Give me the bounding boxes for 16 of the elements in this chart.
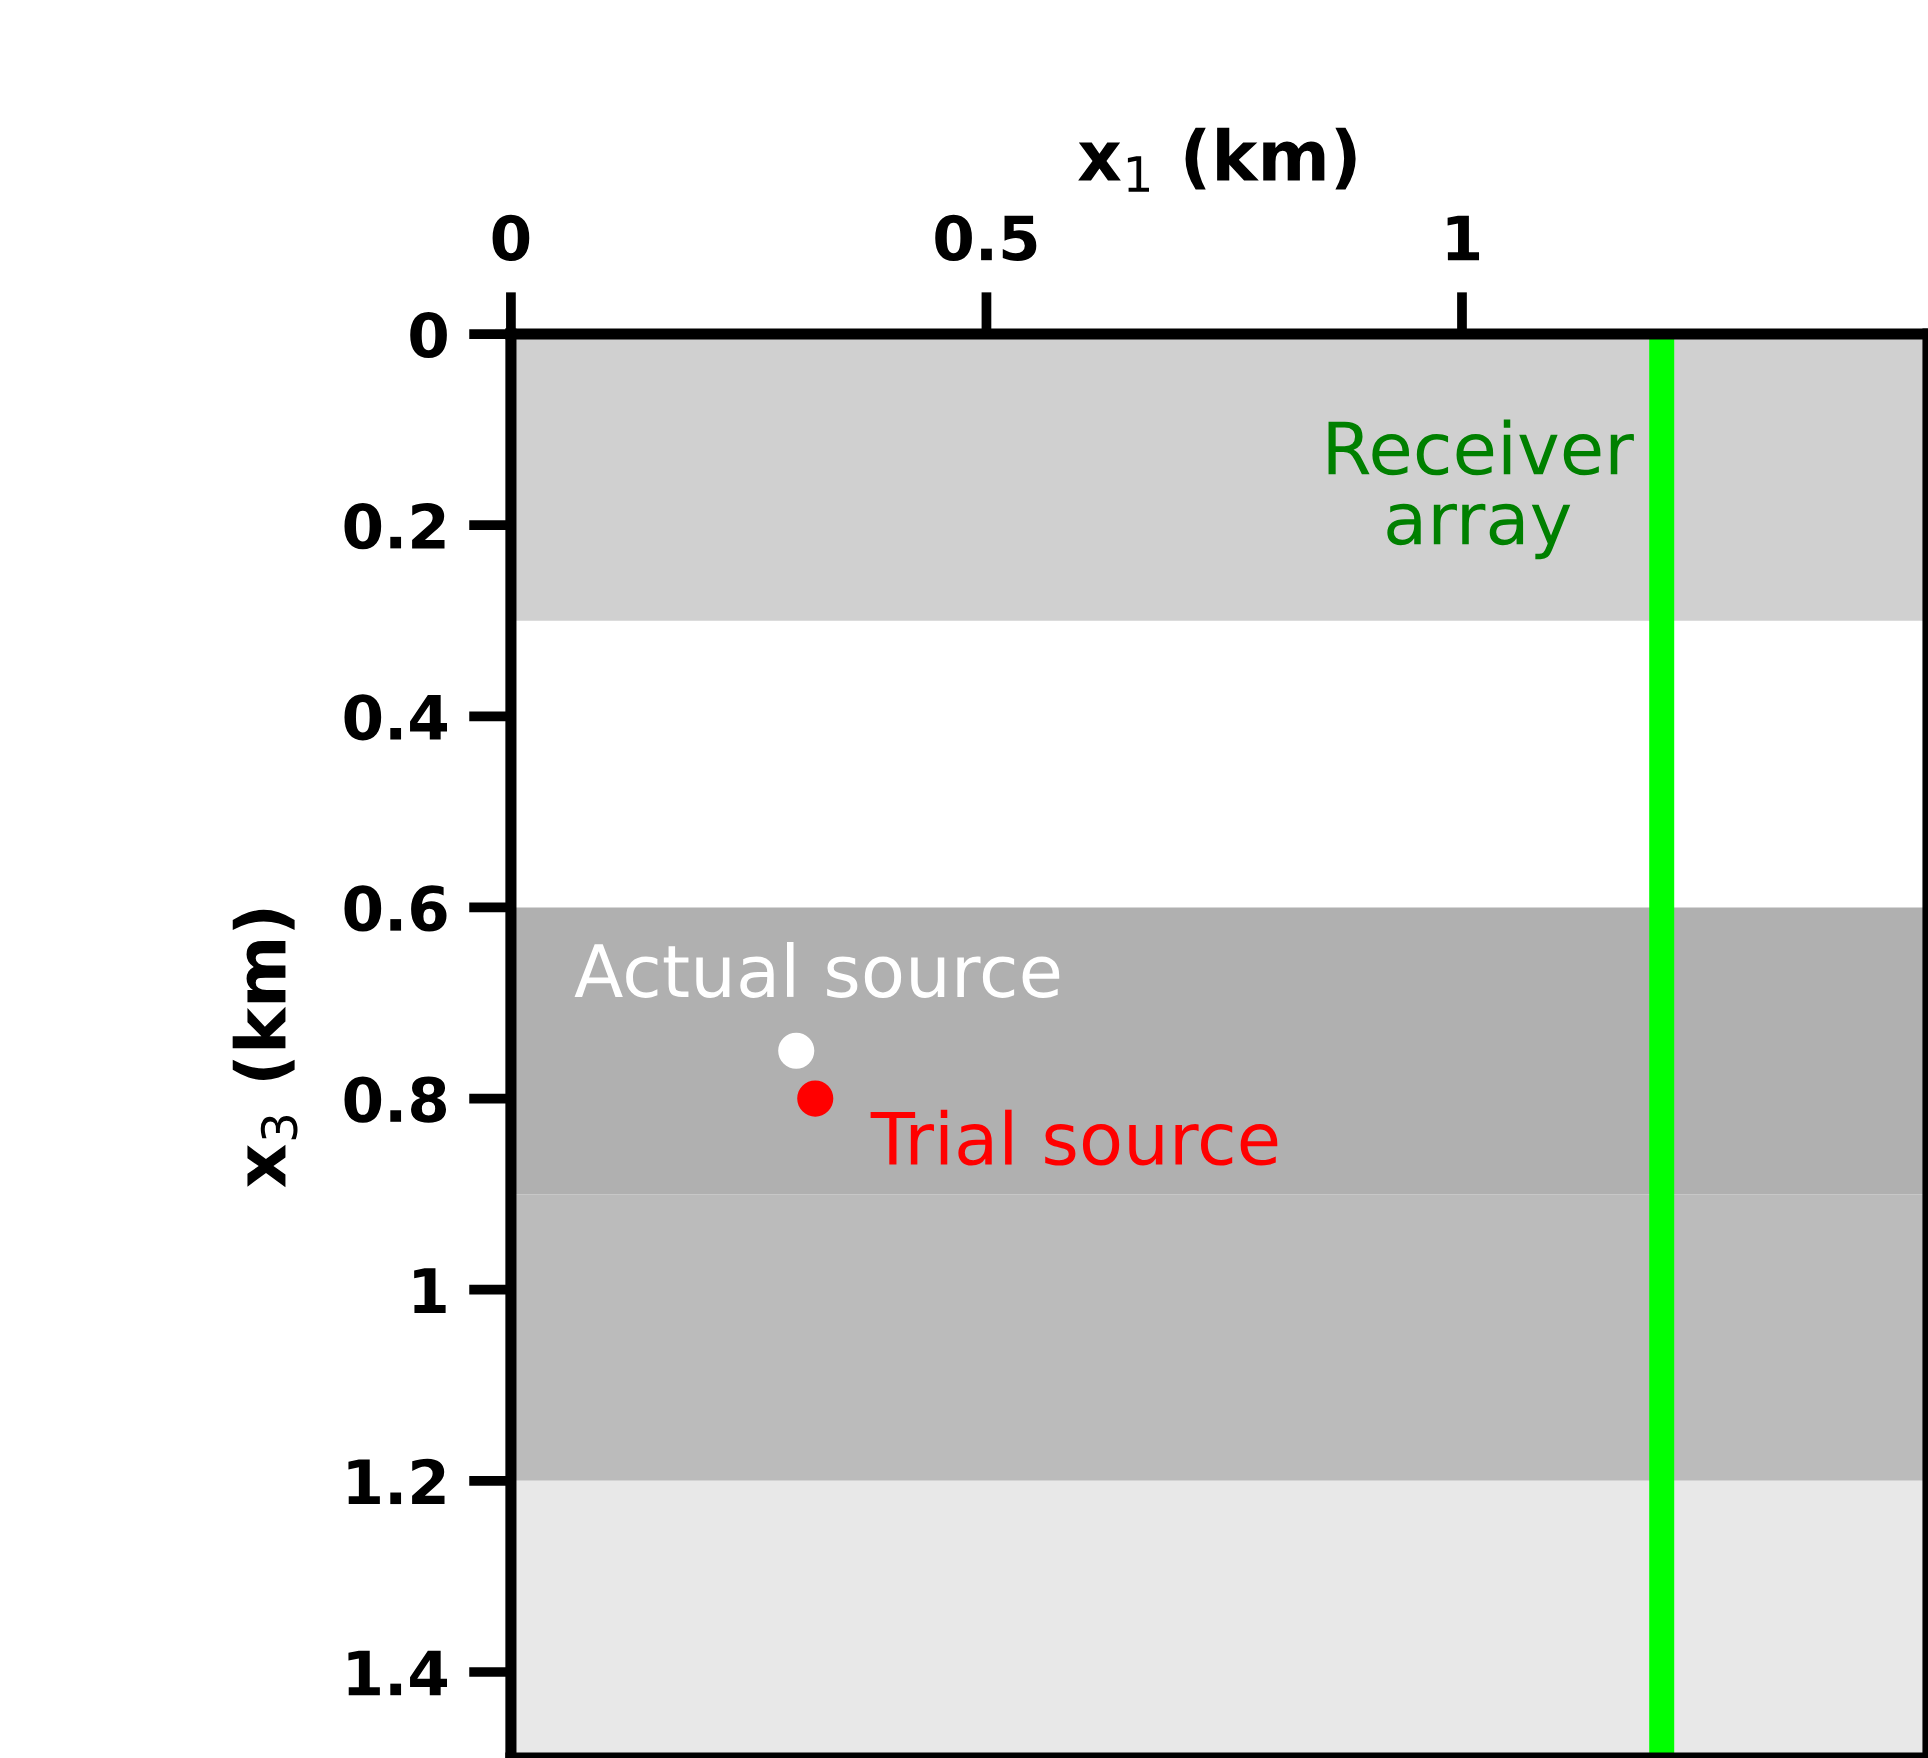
y-tick-label: 1.4 bbox=[348, 1650, 448, 1696]
y-tick-label: 0.6 bbox=[344, 885, 447, 932]
ref-line-label: Receiver array bbox=[1328, 419, 1634, 560]
series-label: Trial source bbox=[870, 1109, 1278, 1166]
series-label: Actual source bbox=[574, 942, 1060, 998]
x-tick-label: 1 bbox=[1447, 215, 1480, 261]
y-tick-label: 0.2 bbox=[344, 503, 445, 550]
y-tick-label: 0 bbox=[410, 311, 447, 359]
y-tick-label: 0.4 bbox=[344, 694, 448, 741]
x-tick-label: 0 bbox=[492, 214, 530, 262]
y-tick-label: 1.2 bbox=[348, 1458, 445, 1505]
y-tick-label: 0.8 bbox=[344, 1076, 447, 1123]
x-tick-label: 0.5 bbox=[935, 214, 1037, 262]
x-axis-title: x$_{1}$ (km) bbox=[1078, 127, 1356, 192]
y-axis-title: x$_{3}$ (km) bbox=[232, 909, 298, 1188]
y-tick-label: 1 bbox=[414, 1268, 446, 1313]
